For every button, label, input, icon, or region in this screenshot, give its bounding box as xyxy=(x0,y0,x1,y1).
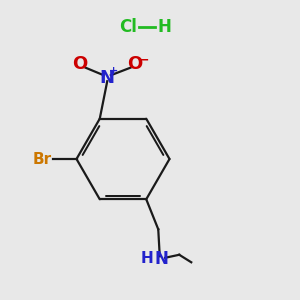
Text: O: O xyxy=(127,55,142,73)
Text: +: + xyxy=(109,66,119,76)
Text: Cl: Cl xyxy=(118,18,136,36)
Text: Br: Br xyxy=(32,152,52,166)
Text: H: H xyxy=(158,18,171,36)
Text: O: O xyxy=(72,55,87,73)
Text: N: N xyxy=(154,250,168,268)
Text: −: − xyxy=(139,53,149,66)
Text: H: H xyxy=(140,251,153,266)
Text: N: N xyxy=(100,69,115,87)
